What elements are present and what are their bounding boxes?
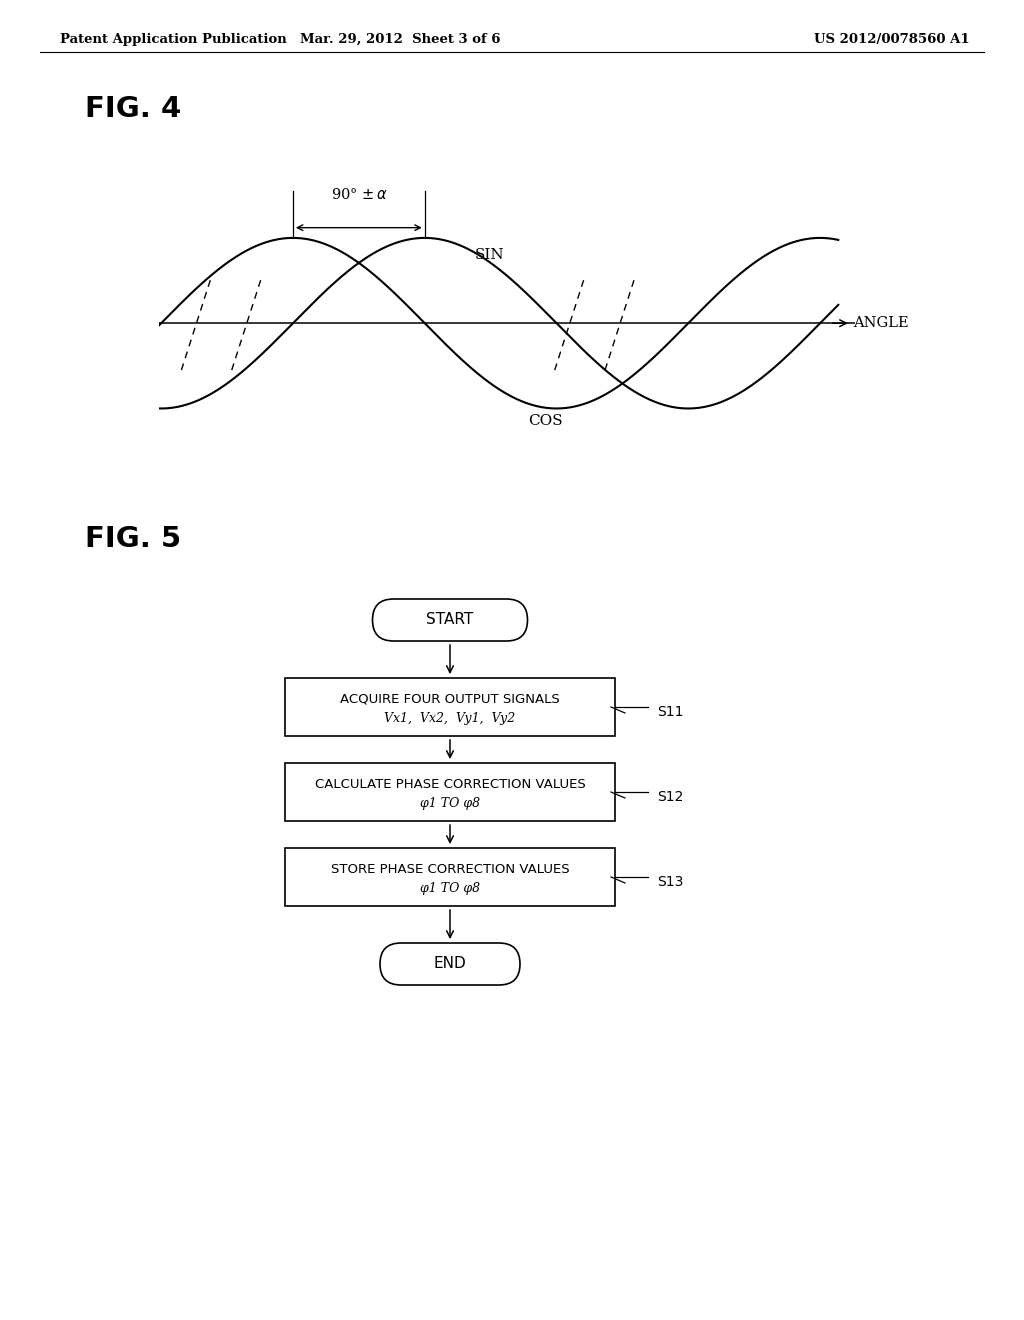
Text: S13: S13 [657,875,683,888]
Text: FIG. 5: FIG. 5 [85,525,181,553]
FancyBboxPatch shape [380,942,520,985]
Text: 90° $\pm\,\alpha$: 90° $\pm\,\alpha$ [331,187,387,202]
Text: φ1 TO φ8: φ1 TO φ8 [420,882,480,895]
Bar [285,847,615,906]
Text: SIN: SIN [475,248,505,261]
Text: FIG. 4: FIG. 4 [85,95,181,123]
Text: ACQUIRE FOUR OUTPUT SIGNALS: ACQUIRE FOUR OUTPUT SIGNALS [340,693,560,706]
Text: φ1 TO φ8: φ1 TO φ8 [420,797,480,810]
Text: START: START [426,612,474,627]
Text: COS: COS [527,414,562,428]
Text: Vx1,  Vx2,  Vy1,  Vy2: Vx1, Vx2, Vy1, Vy2 [384,711,516,725]
Text: Patent Application Publication: Patent Application Publication [60,33,287,46]
Bar [285,678,615,737]
Bar [285,763,615,821]
Text: S12: S12 [657,789,683,804]
Text: CALCULATE PHASE CORRECTION VALUES: CALCULATE PHASE CORRECTION VALUES [314,777,586,791]
Text: STORE PHASE CORRECTION VALUES: STORE PHASE CORRECTION VALUES [331,863,569,876]
Text: END: END [433,957,466,972]
Text: US 2012/0078560 A1: US 2012/0078560 A1 [814,33,970,46]
FancyBboxPatch shape [373,599,527,642]
Text: ANGLE: ANGLE [853,317,909,330]
Text: S11: S11 [657,705,683,719]
Text: Mar. 29, 2012  Sheet 3 of 6: Mar. 29, 2012 Sheet 3 of 6 [300,33,501,46]
